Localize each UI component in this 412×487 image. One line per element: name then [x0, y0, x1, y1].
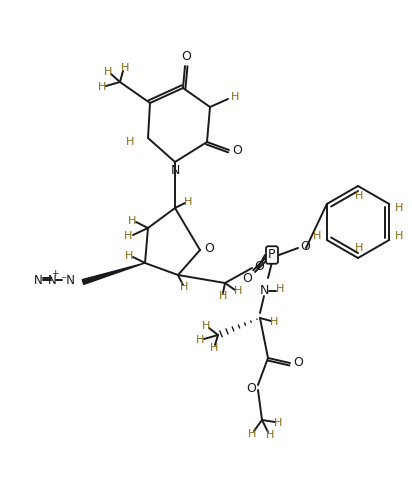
Text: H: H — [234, 286, 242, 296]
Text: H: H — [180, 282, 188, 292]
Text: H: H — [248, 429, 256, 439]
Text: H: H — [121, 63, 129, 73]
Text: H: H — [125, 251, 133, 261]
Text: O: O — [300, 240, 310, 252]
Text: O: O — [293, 356, 303, 370]
Text: H: H — [276, 284, 284, 294]
Text: ⁻N: ⁻N — [61, 274, 75, 286]
Text: H: H — [270, 317, 278, 327]
Polygon shape — [82, 263, 145, 284]
Text: H: H — [313, 231, 321, 241]
Text: H: H — [184, 197, 192, 207]
Text: O: O — [181, 51, 191, 63]
Text: H: H — [128, 216, 136, 226]
Text: H: H — [210, 343, 218, 353]
Text: H: H — [355, 243, 363, 253]
Text: H: H — [395, 203, 403, 213]
Text: H: H — [202, 321, 210, 331]
Text: P: P — [268, 248, 276, 262]
Text: O: O — [242, 273, 252, 285]
Text: N: N — [259, 284, 269, 298]
Text: N: N — [48, 274, 56, 286]
Text: H: H — [231, 92, 239, 102]
Text: O: O — [246, 382, 256, 395]
Text: H: H — [266, 430, 274, 440]
Text: O: O — [254, 260, 264, 273]
Text: N: N — [34, 274, 42, 286]
Text: O: O — [232, 145, 242, 157]
Text: O: O — [204, 242, 214, 255]
Text: H: H — [395, 231, 403, 241]
Text: H: H — [196, 335, 204, 345]
Text: H: H — [124, 231, 132, 241]
Text: H: H — [98, 82, 106, 92]
Text: H: H — [355, 191, 363, 201]
Text: +: + — [51, 269, 59, 279]
Text: H: H — [219, 291, 227, 301]
Text: H: H — [274, 418, 282, 428]
Text: H: H — [126, 137, 134, 147]
Text: H: H — [104, 67, 112, 77]
Text: N: N — [170, 164, 180, 176]
